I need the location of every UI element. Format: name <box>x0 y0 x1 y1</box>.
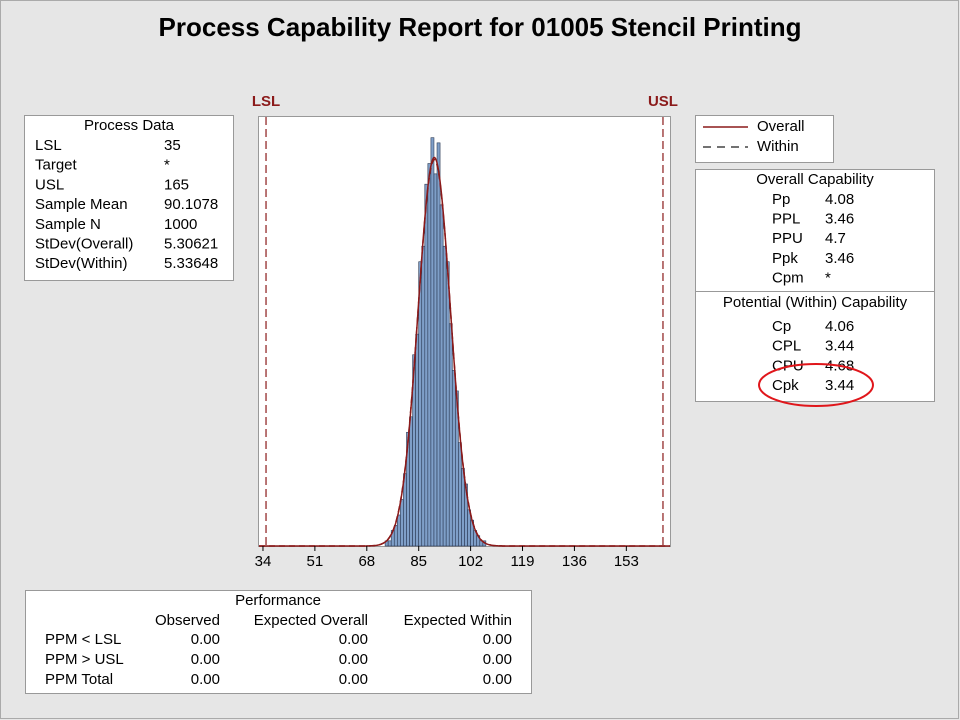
x-tick-label: 34 <box>255 553 272 570</box>
row-value: 90.1078 <box>164 196 218 213</box>
row-value: 3.46 <box>825 250 854 267</box>
row-label: LSL <box>35 137 62 154</box>
row-value: 0.00 <box>339 671 368 688</box>
row-label: PPM Total <box>45 671 113 688</box>
row-value: 0.00 <box>191 651 220 668</box>
x-tick-label: 68 <box>358 553 375 570</box>
row-label: PPM < LSL <box>45 631 121 648</box>
x-tick-label: 136 <box>562 553 587 570</box>
row-value: 0.00 <box>191 671 220 688</box>
fit-curve <box>259 158 670 547</box>
row-value: 0.00 <box>339 651 368 668</box>
bar <box>424 183 429 547</box>
row-label: StDev(Within) <box>35 255 128 272</box>
performance-box <box>25 590 532 694</box>
row-label: Ppk <box>772 250 798 267</box>
bar <box>439 204 444 547</box>
row-label: Sample Mean <box>35 196 128 213</box>
x-tick-label: 51 <box>307 553 324 570</box>
highlight-circle <box>758 363 874 407</box>
bar <box>387 540 392 547</box>
report-title: Process Capability Report for 01005 Sten… <box>159 12 802 42</box>
process-data-box <box>24 115 234 281</box>
bar <box>430 137 435 547</box>
bar <box>409 416 413 547</box>
bar <box>458 442 462 547</box>
row-value: 0.00 <box>483 651 512 668</box>
x-tick-label: 119 <box>511 553 535 570</box>
bar <box>415 333 419 547</box>
bar <box>461 468 465 547</box>
column-header: Observed <box>155 612 220 629</box>
column-header: Expected Overall <box>254 612 368 629</box>
bar <box>451 369 456 547</box>
bar <box>433 173 438 547</box>
row-value: 0.00 <box>483 631 512 648</box>
row-label: Cpk <box>772 377 799 394</box>
row-label: StDev(Overall) <box>35 235 133 252</box>
bar <box>400 499 404 547</box>
legend-label: Within <box>757 138 799 155</box>
row-value: 4.7 <box>825 230 846 247</box>
row-value: 4.06 <box>825 318 854 335</box>
row-value: * <box>164 157 170 174</box>
bar <box>397 514 401 547</box>
spec-label: LSL <box>252 93 280 110</box>
x-tick-label: 153 <box>614 553 639 570</box>
row-label: Pp <box>772 191 790 208</box>
row-label: CPL <box>772 338 801 355</box>
row-value: 0.00 <box>339 631 368 648</box>
table-title: Potential (Within) Capability <box>723 294 908 311</box>
table-title: Overall Capability <box>756 171 874 188</box>
row-value: 4.08 <box>825 191 854 208</box>
row-value: 0.00 <box>483 671 512 688</box>
bar <box>427 163 432 547</box>
row-value: * <box>825 269 831 286</box>
row-label: Cp <box>772 318 791 335</box>
spec-label: USL <box>648 93 678 110</box>
row-label: PPL <box>772 211 800 228</box>
x-tick-label: 102 <box>458 553 483 570</box>
capability-box <box>695 169 935 402</box>
row-label: USL <box>35 176 64 193</box>
row-value: 3.44 <box>825 338 854 355</box>
row-value: 165 <box>164 176 189 193</box>
bar <box>436 142 441 547</box>
row-label: Cpm <box>772 269 804 286</box>
row-value: 5.33648 <box>164 255 218 272</box>
bar <box>445 261 450 547</box>
legend-box <box>695 115 834 163</box>
row-label: Sample N <box>35 216 101 233</box>
row-value: 1000 <box>164 216 197 233</box>
x-tick-label: 85 <box>410 553 427 570</box>
row-value: 3.46 <box>825 211 854 228</box>
row-value: 35 <box>164 137 181 154</box>
row-value: 5.30621 <box>164 235 218 252</box>
row-label: Target <box>35 157 78 174</box>
bar <box>421 245 426 547</box>
row-label: PPU <box>772 230 803 247</box>
row-value: 0.00 <box>191 631 220 648</box>
table-title: Process Data <box>84 117 175 134</box>
row-value: 3.44 <box>825 377 854 394</box>
bar <box>448 323 453 547</box>
row-label: PPM > USL <box>45 651 124 668</box>
column-header: Expected Within <box>404 612 512 629</box>
legend-label: Overall <box>757 118 805 135</box>
plot-area <box>258 116 671 547</box>
table-title: Performance <box>235 592 321 609</box>
bar <box>442 245 447 547</box>
